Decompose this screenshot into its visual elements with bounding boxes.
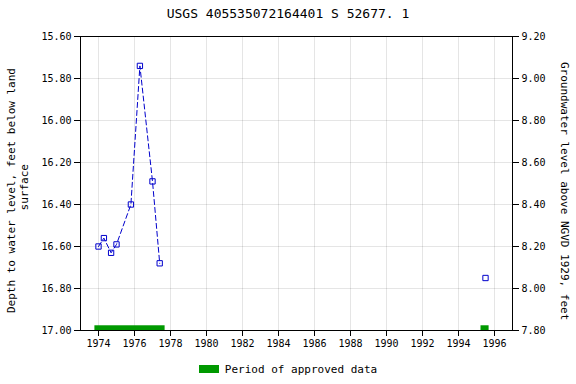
- svg-text:1980: 1980: [194, 338, 218, 349]
- svg-text:15.80: 15.80: [41, 73, 71, 84]
- svg-text:1990: 1990: [374, 338, 398, 349]
- svg-text:8.00: 8.00: [522, 283, 546, 294]
- svg-text:17.00: 17.00: [41, 325, 71, 336]
- html-text:Depth to water level, feet bel: Depth to water level, feet below land su…: [5, 68, 31, 314]
- html-text:Period of approved data: Period of approved data: [224, 362, 378, 376]
- svg-text:9.00: 9.00: [522, 73, 546, 84]
- svg-text:15.60: 15.60: [41, 31, 71, 42]
- svg-text:8.60: 8.60: [522, 157, 546, 168]
- svg-text:1994: 1994: [446, 338, 470, 349]
- svg-text:8.20: 8.20: [522, 241, 546, 252]
- svg-text:1986: 1986: [302, 338, 326, 349]
- svg-text:9.20: 9.20: [522, 31, 546, 42]
- svg-text:1982: 1982: [230, 338, 254, 349]
- svg-text:8.40: 8.40: [522, 199, 546, 210]
- svg-text:1984: 1984: [266, 338, 290, 349]
- svg-text:16.00: 16.00: [41, 115, 71, 126]
- svg-text:1988: 1988: [338, 338, 362, 349]
- svg-text:16.20: 16.20: [41, 157, 71, 168]
- svg-text:16.40: 16.40: [41, 199, 71, 210]
- svg-text:16.60: 16.60: [41, 241, 71, 252]
- svg-text:1976: 1976: [122, 338, 146, 349]
- svg-text:8.80: 8.80: [522, 115, 546, 126]
- svg-text:1974: 1974: [86, 338, 110, 349]
- svg-text:1996: 1996: [482, 338, 506, 349]
- html-text:Groundwater level above NGVD 1: Groundwater level above NGVD 1929, feet: [557, 61, 571, 321]
- svg-text:7.80: 7.80: [522, 325, 546, 336]
- svg-text:1978: 1978: [158, 338, 182, 349]
- svg-text:16.80: 16.80: [41, 283, 71, 294]
- svg-text:1992: 1992: [410, 338, 434, 349]
- html-text:USGS 405535072164401 S 52677.: USGS 405535072164401 S 52677. 1: [166, 6, 410, 21]
